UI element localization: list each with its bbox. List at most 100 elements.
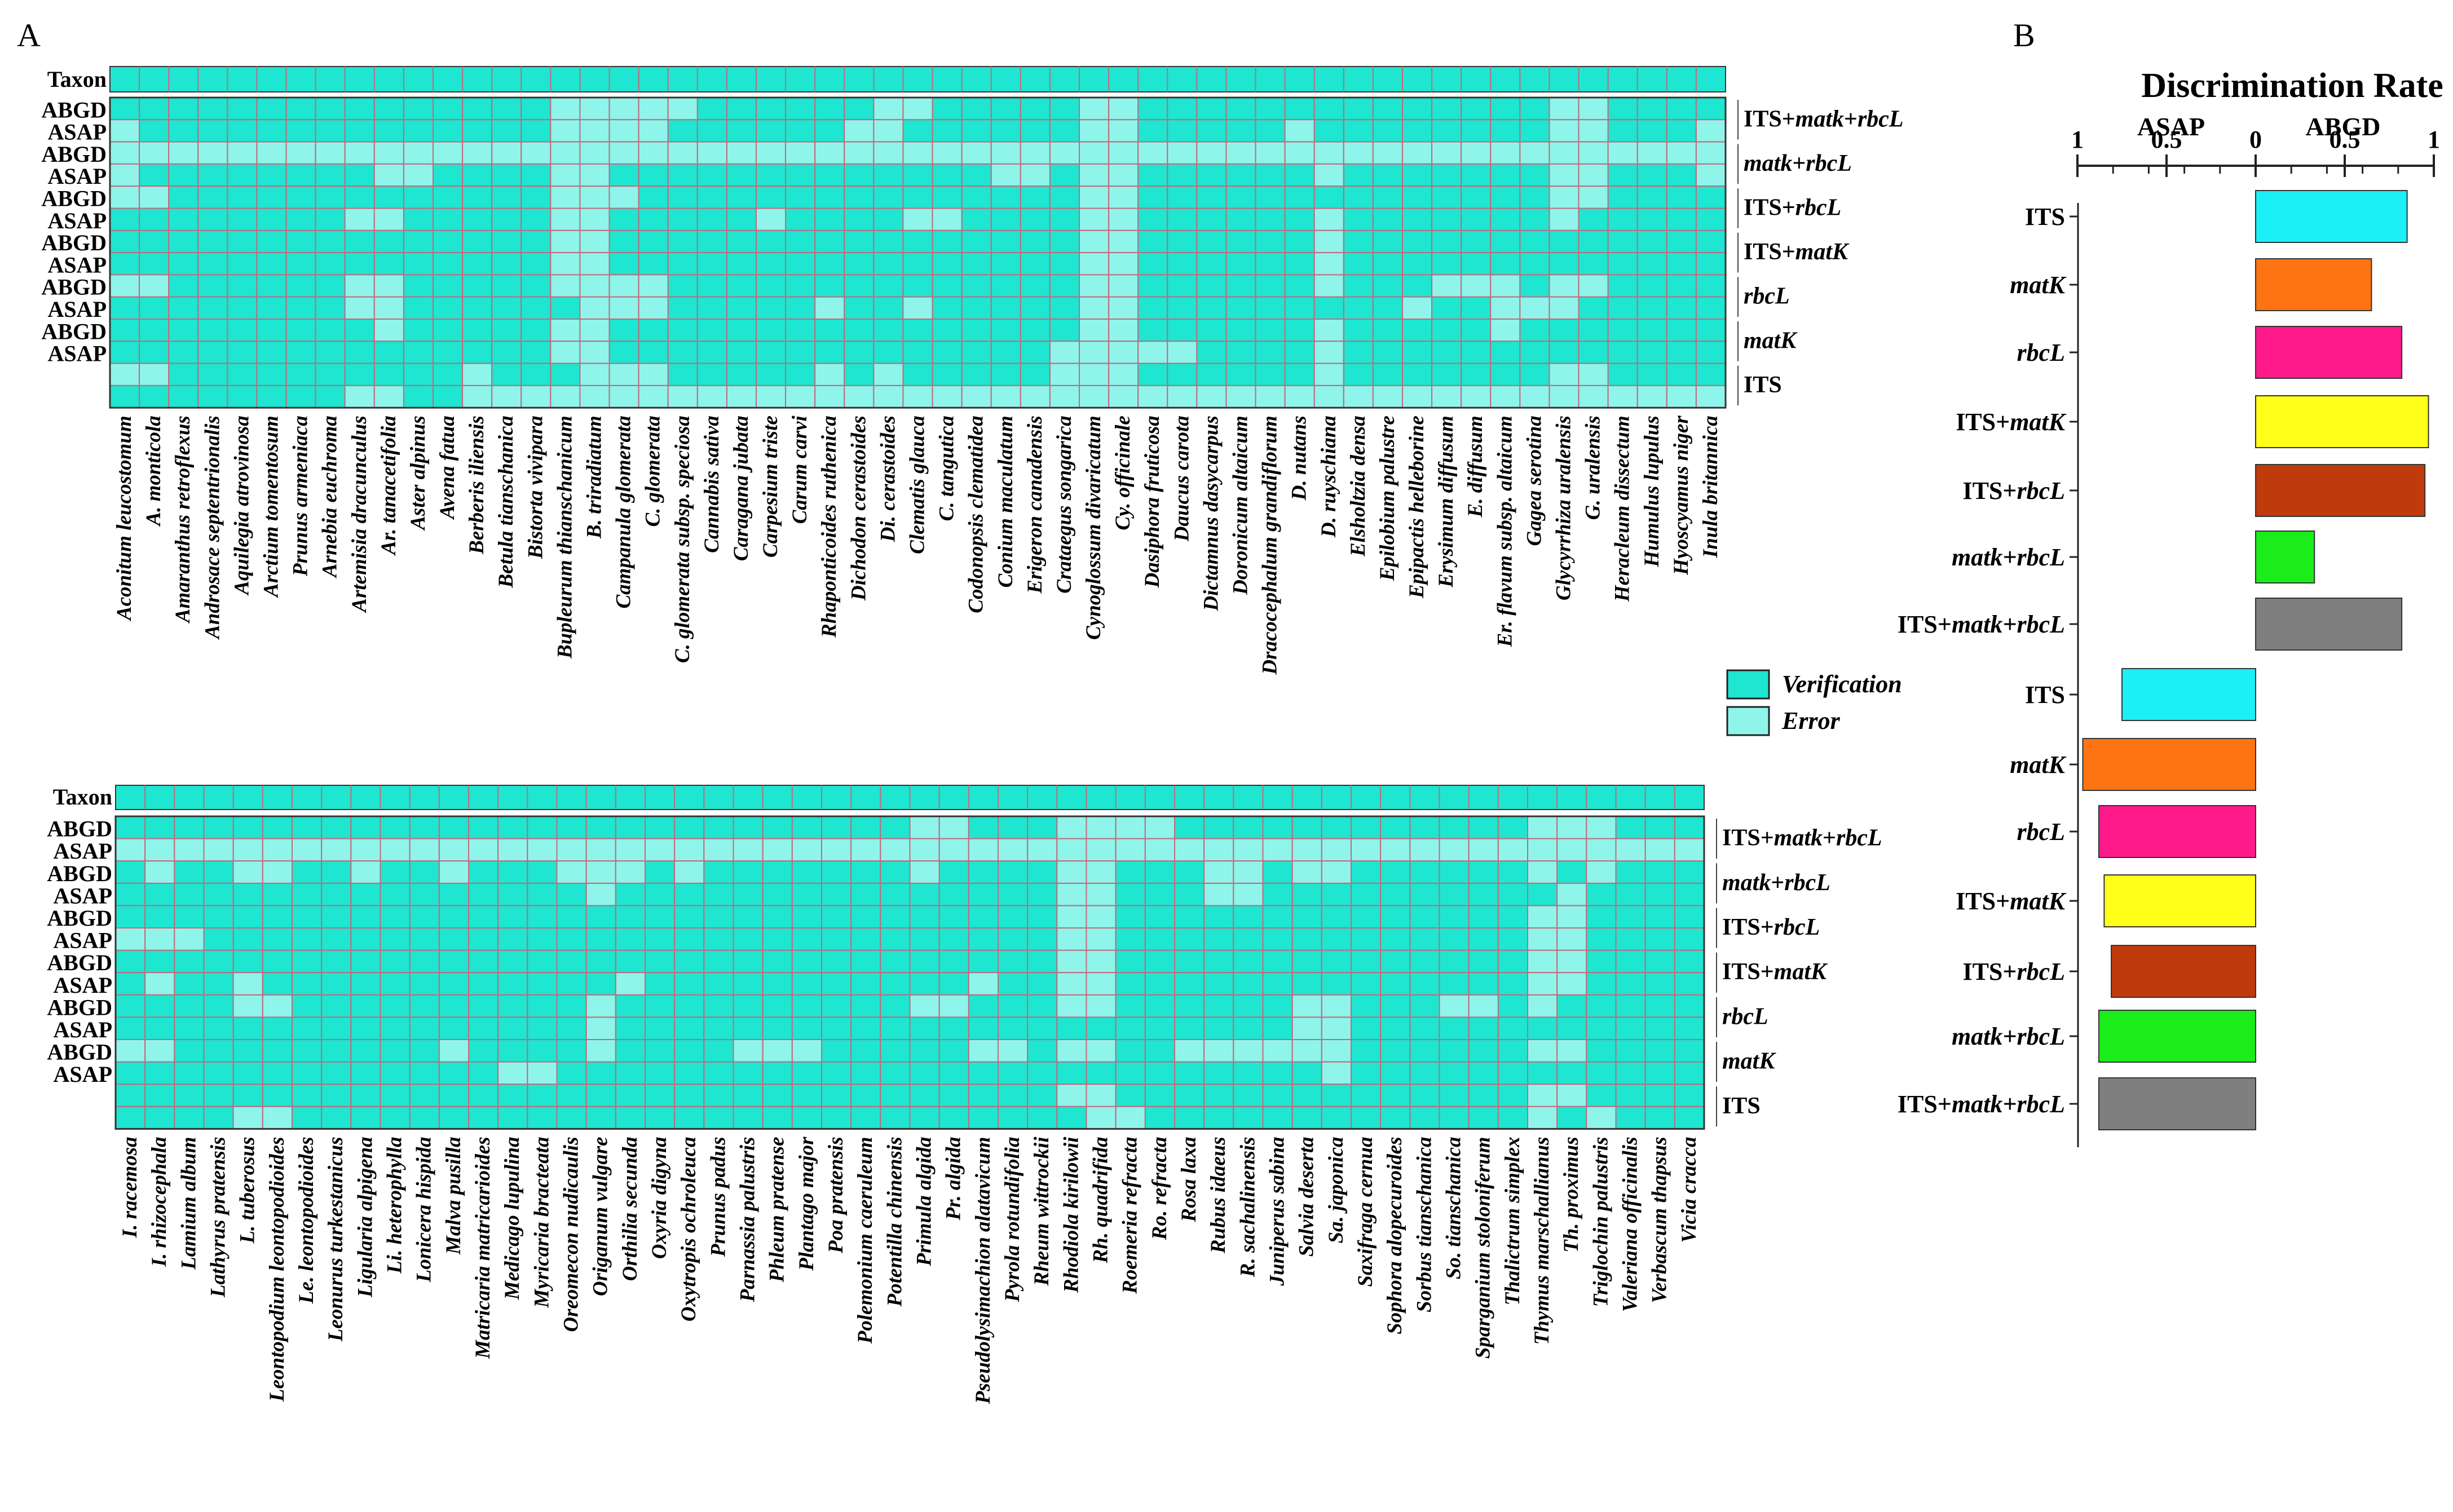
bottom-cell xyxy=(1674,949,1705,974)
top-cell xyxy=(1519,229,1550,254)
bottom-cell xyxy=(880,905,911,929)
top-taxon-name: G. uralensis xyxy=(1582,415,1605,520)
top-cell xyxy=(462,229,493,254)
bottom-row-label-asap: ASAP xyxy=(54,838,112,864)
top-cell xyxy=(1548,185,1580,209)
top-cell xyxy=(344,185,375,209)
top-cell xyxy=(403,362,434,386)
top-cell xyxy=(726,362,757,386)
bottom-cell xyxy=(968,905,999,929)
top-cell xyxy=(1578,252,1609,276)
bottom-cell xyxy=(1203,838,1234,862)
top-cell xyxy=(1402,252,1433,276)
top-cell xyxy=(109,185,140,209)
bottom-cell xyxy=(1144,816,1176,839)
bottom-cell xyxy=(144,882,175,907)
bottom-cell xyxy=(1556,927,1587,951)
top-cell xyxy=(1431,97,1462,121)
bottom-cell xyxy=(850,838,881,862)
bottom-cell xyxy=(1527,994,1558,1018)
bottom-taxon-name: Ro. refracta xyxy=(1148,1137,1171,1240)
top-cell xyxy=(1020,296,1051,320)
top-cell xyxy=(1695,163,1727,187)
bottom-cell xyxy=(115,905,146,929)
bar-right-its_rbcl xyxy=(2255,464,2426,517)
bottom-cell xyxy=(527,882,558,907)
bar-right-rbcl xyxy=(2255,326,2403,379)
bottom-cell xyxy=(733,882,764,907)
top-taxon-name: Bistorta vivipara xyxy=(524,415,547,559)
top-cell xyxy=(109,163,140,187)
bottom-cell xyxy=(321,927,352,951)
bottom-cell xyxy=(821,1016,852,1041)
top-cell xyxy=(1461,362,1492,386)
top-cell xyxy=(1284,319,1315,342)
bottom-cell xyxy=(880,949,911,974)
bottom-cell xyxy=(703,860,734,884)
bottom-cell xyxy=(585,1061,616,1085)
bottom-cell xyxy=(1586,838,1617,862)
top-cell xyxy=(638,119,669,143)
top-cell xyxy=(1607,97,1638,121)
bottom-cell xyxy=(438,1016,469,1041)
heatmap-bottom: TaxonABGDASAPITS+matk+rbcLABGDASAPmatk+r… xyxy=(47,784,1882,1404)
bottom-cell xyxy=(1203,905,1234,929)
bottom-cell xyxy=(203,994,234,1018)
bottom-cell xyxy=(1115,949,1146,974)
bottom-taxon-name: So. tianschanica xyxy=(1442,1137,1466,1279)
bottom-cell xyxy=(262,1106,293,1130)
top-cell xyxy=(726,119,757,143)
top-cell xyxy=(1519,384,1550,409)
bottom-cell xyxy=(674,1016,705,1041)
bottom-cell xyxy=(1615,972,1646,996)
top-cell xyxy=(579,319,610,342)
bottom-cell xyxy=(850,905,881,929)
bottom-cell xyxy=(203,1061,234,1085)
top-cell xyxy=(1636,252,1667,276)
top-cell xyxy=(197,163,228,187)
top-cell xyxy=(1284,252,1315,276)
top-cell xyxy=(285,274,316,298)
top-cell xyxy=(902,207,933,231)
top-cell xyxy=(873,274,904,298)
bottom-cell xyxy=(1468,994,1499,1018)
bottom-cell xyxy=(292,1039,323,1063)
top-cell xyxy=(1578,296,1609,320)
bottom-cell xyxy=(615,882,646,907)
bottom-cell xyxy=(1439,905,1470,929)
bottom-cell xyxy=(380,860,411,884)
top-cell xyxy=(873,229,904,254)
top-cell xyxy=(1255,207,1286,231)
top-cell xyxy=(1049,97,1080,121)
top-cell xyxy=(1431,185,1462,209)
bottom-cell xyxy=(1615,1016,1646,1041)
bottom-cell xyxy=(791,1039,823,1063)
bottom-cell xyxy=(1497,1106,1528,1130)
top-cell xyxy=(1255,185,1286,209)
marker-label-part: + xyxy=(1823,825,1836,851)
bottom-cell xyxy=(1380,860,1411,884)
top-cell xyxy=(873,119,904,143)
top-cell xyxy=(1431,141,1462,165)
top-cell xyxy=(579,296,610,320)
top-row-label-abgd: ABGD xyxy=(41,97,107,122)
top-cell xyxy=(785,362,816,386)
bottom-cell xyxy=(1351,972,1382,996)
bottom-cell xyxy=(1086,972,1117,996)
bottom-marker-label: ITS xyxy=(1722,1093,1761,1119)
bottom-taxon-name: Oxytropis ochroleuca xyxy=(677,1137,700,1321)
top-cell xyxy=(726,296,757,320)
top-cell xyxy=(227,252,258,276)
bottom-cell xyxy=(998,838,1029,862)
bottom-cell xyxy=(527,1039,558,1063)
top-cell xyxy=(961,97,992,121)
bottom-cell xyxy=(1527,1016,1558,1041)
top-cell xyxy=(696,141,727,165)
top-cell xyxy=(256,97,287,121)
bottom-cell xyxy=(1380,994,1411,1018)
bottom-cell xyxy=(968,972,999,996)
top-cell xyxy=(1137,341,1168,364)
top-cell xyxy=(961,119,992,143)
bottom-cell xyxy=(1086,816,1117,839)
top-cell xyxy=(1079,185,1110,209)
